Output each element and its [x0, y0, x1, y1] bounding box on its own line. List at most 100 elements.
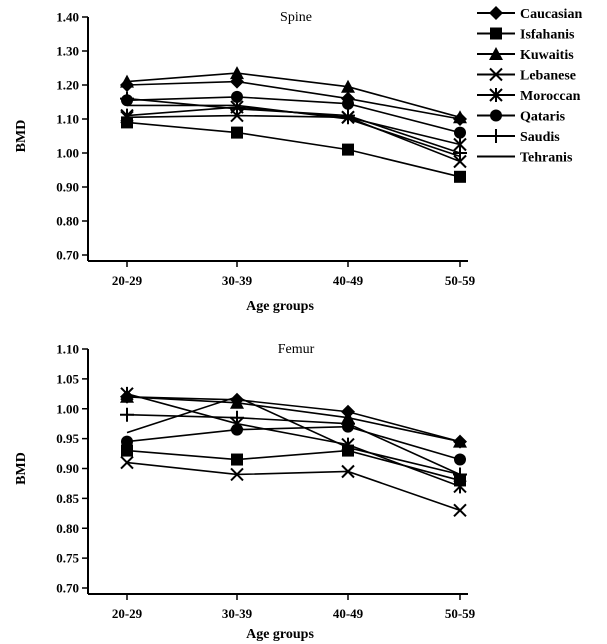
femur-x-tick-label: 40-49: [333, 606, 364, 621]
femur-y-tick-label: 1.10: [56, 342, 79, 357]
femur-x-tick-label: 30-39: [222, 606, 253, 621]
legend-entry-caucasian: Caucasian: [477, 6, 582, 22]
legend-marker-saudis: [489, 129, 503, 143]
spine-y-tick-label: 1.20: [56, 78, 79, 93]
femur-point-saudis: [341, 416, 355, 431]
femur-line-isfahanis: [126, 449, 461, 482]
spine-series-isfahanis: [121, 116, 466, 183]
spine-point-kuwaitis: [341, 79, 355, 93]
spine-y-tick-label: 1.40: [56, 10, 79, 25]
legend-label: Moroccan: [520, 89, 581, 104]
femur-y-tick-label: 1.05: [56, 371, 79, 386]
spine-y-tick-label: 1.30: [56, 44, 79, 59]
legend-entry-kuwaitis: Kuwaitis: [477, 47, 574, 63]
femur-y-tick-label: 0.70: [56, 581, 79, 596]
femur-chart: 0.70 0.75 0.80 0.85 0.90 0.95 1.00 1.05 1.10 20-2…: [14, 342, 476, 643]
spine-line-kuwaitis: [126, 72, 461, 119]
spine-line-isfahanis: [126, 121, 461, 178]
spine-series-tehranis: [127, 104, 461, 158]
femur-series-isfahanis: [121, 444, 466, 487]
femur-point-lebanese: [230, 467, 244, 482]
spine-point-kuwaitis: [120, 74, 134, 88]
spine-line-caucasian: [126, 80, 461, 120]
spine-point-kuwaitis: [230, 66, 244, 80]
spine-x-tick-label: 30-39: [222, 273, 253, 288]
legend-marker-isfahanis: [490, 27, 502, 40]
femur-point-qataris: [454, 453, 466, 466]
spine-chart-title: Spine: [280, 10, 312, 25]
spine-x-tick-label: 50-59: [445, 273, 476, 288]
femur-point-qataris: [231, 423, 243, 436]
legend-entry-isfahanis: Isfahanis: [477, 27, 575, 43]
spine-point-kuwaitis: [453, 110, 467, 124]
spine-series-qataris: [121, 90, 466, 139]
spine-x-tick-label: 40-49: [333, 273, 364, 288]
spine-line-lebanese: [126, 114, 461, 163]
legend-marker-moroccan: [489, 88, 503, 102]
spine-line-qataris: [126, 96, 461, 134]
spine-y-axis-title: BMD: [14, 120, 29, 153]
spine-line-tehranis: [127, 104, 461, 158]
femur-y-tick-label: 0.85: [56, 491, 79, 506]
femur-point-isfahanis: [121, 444, 133, 457]
spine-point-qataris: [231, 90, 243, 103]
spine-point-saudis: [341, 108, 355, 123]
spine-point-isfahanis: [342, 143, 354, 156]
legend-label: Tehranis: [520, 151, 573, 166]
femur-series-lebanese: [120, 455, 467, 518]
spine-point-isfahanis: [454, 170, 466, 183]
femur-y-tick-label: 0.75: [56, 551, 79, 566]
femur-point-lebanese: [341, 464, 355, 479]
legend-label: Lebanese: [520, 69, 576, 84]
femur-point-saudis: [230, 410, 244, 425]
femur-point-moroccan: [453, 479, 467, 494]
femur-series-moroccan: [120, 386, 467, 494]
legend-marker-lebanese: [489, 67, 503, 82]
femur-y-axis-title: BMD: [14, 452, 29, 485]
femur-y-tick-label: 0.90: [56, 461, 79, 476]
femur-line-kuwaitis: [126, 396, 461, 443]
legend-marker-caucasian: [489, 6, 503, 20]
femur-y-tick-label: 0.80: [56, 521, 79, 536]
legend-label: Saudis: [520, 130, 560, 145]
legend-label: Kuwaitis: [520, 48, 574, 63]
femur-x-tick-label: 50-59: [445, 606, 476, 621]
spine-point-lebanese: [453, 154, 467, 169]
legend: Caucasian Isfahanis Kuwaitis Lebanese Morocc…: [477, 6, 582, 166]
spine-point-saudis: [230, 101, 244, 116]
legend-marker-kuwaitis: [489, 47, 503, 60]
femur-line-qataris: [126, 425, 461, 461]
femur-chart-title: Femur: [278, 342, 315, 357]
spine-point-moroccan: [120, 108, 134, 123]
legend-label: Qataris: [520, 110, 566, 125]
legend-label: Caucasian: [520, 7, 582, 22]
femur-y-tick-label: 1.00: [56, 401, 79, 416]
femur-point-kuwaitis: [230, 395, 244, 409]
femur-line-lebanese: [126, 461, 461, 512]
spine-x-axis-title: Age groups: [246, 299, 314, 314]
femur-point-isfahanis: [231, 453, 243, 466]
femur-line-moroccan: [126, 393, 461, 488]
femur-series-qataris: [121, 420, 466, 466]
legend-entry-moroccan: Moroccan: [477, 88, 581, 104]
legend-marker-qataris: [490, 109, 502, 122]
legend-entry-tehranis: Tehranis: [477, 151, 573, 166]
femur-x-axis-title: Age groups: [246, 627, 314, 642]
femur-line-saudis: [126, 413, 461, 476]
legend-entry-lebanese: Lebanese: [477, 67, 576, 84]
spine-point-isfahanis: [231, 126, 243, 139]
spine-x-tick-label: 20-29: [112, 273, 143, 288]
spine-point-qataris: [454, 126, 466, 139]
spine-y-tick-label: 1.00: [56, 146, 79, 161]
spine-point-saudis: [120, 91, 134, 106]
femur-line-tehranis: [126, 395, 461, 476]
femur-point-lebanese: [453, 503, 467, 518]
femur-point-lebanese: [120, 455, 134, 470]
femur-point-saudis: [120, 407, 134, 422]
spine-y-tick-label: 0.80: [56, 214, 79, 229]
spine-y-tick-label: 0.90: [56, 180, 79, 195]
femur-point-kuwaitis: [453, 434, 467, 448]
legend-label: Isfahanis: [520, 28, 575, 43]
femur-point-moroccan: [120, 386, 134, 401]
